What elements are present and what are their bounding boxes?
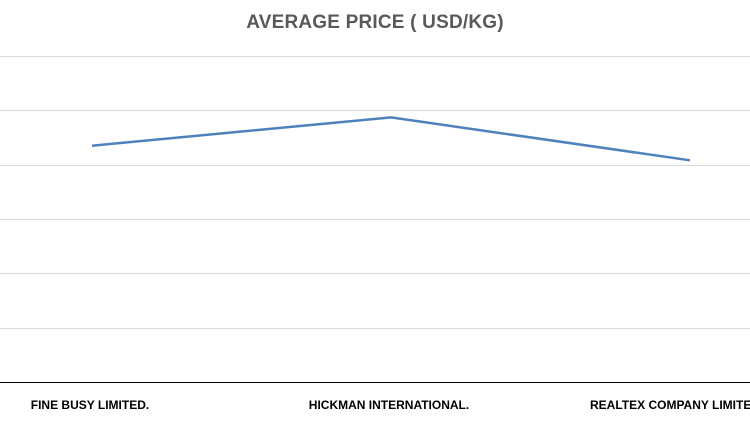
chart-title: AVERAGE PRICE ( USD/KG) bbox=[246, 12, 504, 33]
series-line bbox=[91, 116, 691, 162]
x-tick-label: HICKMAN INTERNATIONAL. bbox=[309, 398, 469, 412]
x-tick-label: FINE BUSY LIMITED. bbox=[31, 398, 149, 412]
x-tick-label: REALTEX COMPANY LIMITED bbox=[590, 398, 750, 412]
